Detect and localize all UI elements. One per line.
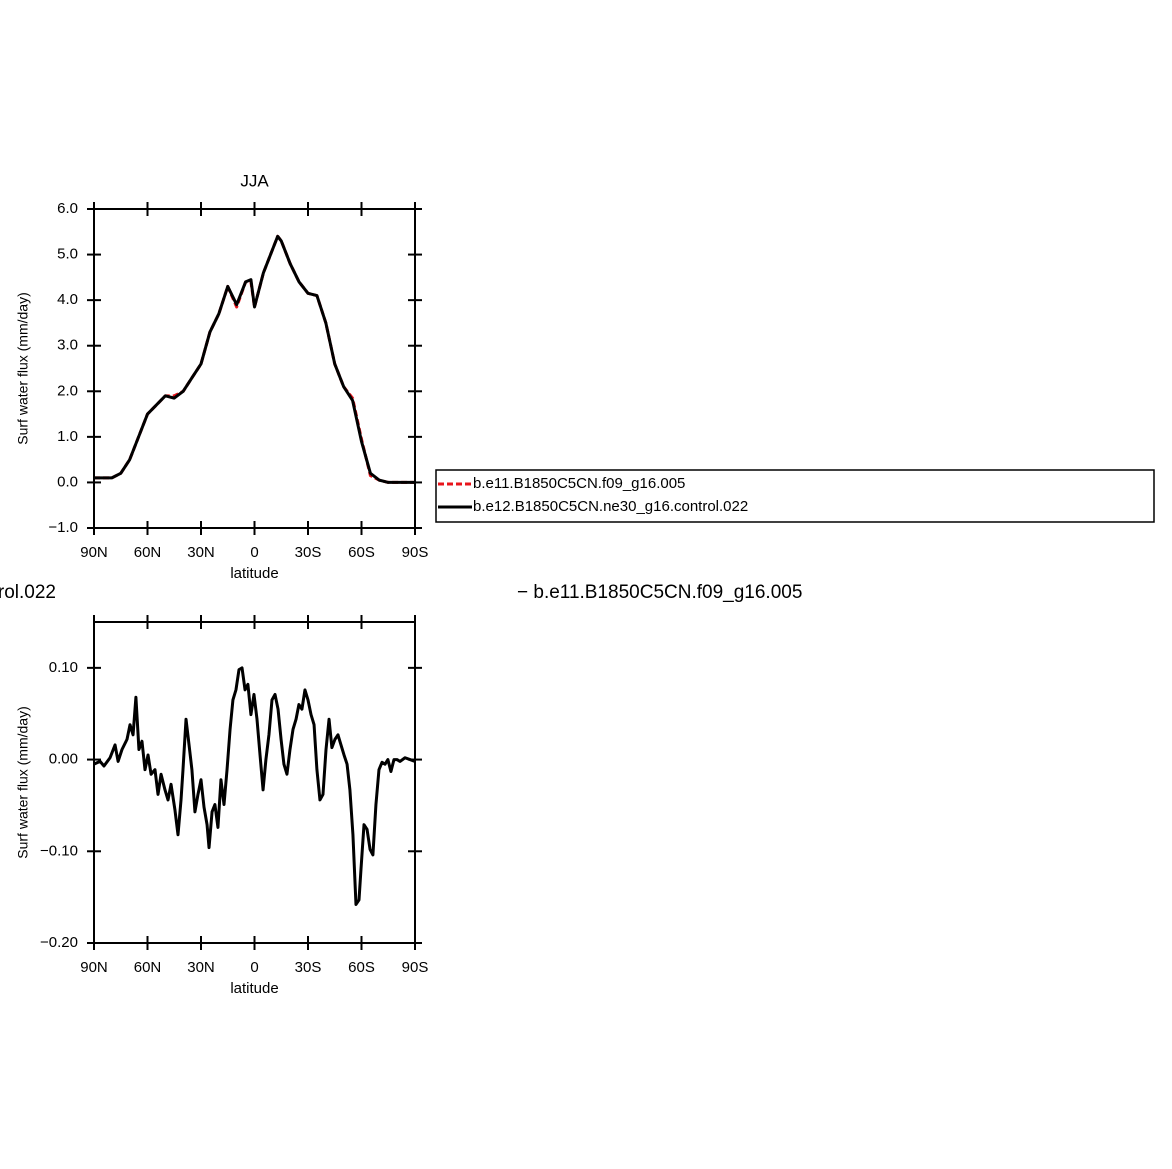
chart-title: b.e12.B1850C5CN.ne30_g16.control.022 — [0, 582, 56, 603]
y-tick-label: 2.0 — [57, 382, 78, 399]
y-axis-label: Surf water flux (mm/day) — [15, 706, 31, 858]
y-tick-label: −0.10 — [40, 842, 78, 859]
x-tick-label: 60N — [134, 959, 162, 976]
y-axis-label: Surf water flux (mm/day) — [15, 292, 31, 444]
y-tick-label: −1.0 — [48, 519, 78, 536]
y-tick-label: 3.0 — [57, 337, 78, 354]
x-tick-label: 60N — [134, 544, 162, 561]
y-tick-label: 6.0 — [57, 200, 78, 217]
x-tick-label: 90N — [80, 544, 108, 561]
y-tick-label: 0.10 — [49, 659, 78, 676]
x-tick-label: 90S — [402, 959, 429, 976]
y-tick-label: 4.0 — [57, 291, 78, 308]
plot-frame — [93, 208, 416, 529]
x-tick-label: 60S — [348, 544, 375, 561]
y-tick-label: 5.0 — [57, 246, 78, 263]
y-tick-label: −0.20 — [40, 934, 78, 951]
legend-label: b.e11.B1850C5CN.f09_g16.005 — [473, 475, 685, 492]
legend-box — [435, 469, 1155, 523]
x-tick-label: 0 — [250, 544, 258, 561]
data-line — [94, 234, 415, 484]
x-axis-label: latitude — [230, 980, 278, 997]
x-axis-label: latitude — [230, 565, 278, 582]
y-tick-label: 1.0 — [57, 428, 78, 445]
x-tick-label: 60S — [348, 959, 375, 976]
x-tick-label: 90N — [80, 959, 108, 976]
chart-title: − b.e11.B1850C5CN.f09_g16.005 — [517, 582, 802, 603]
x-tick-label: 30N — [187, 544, 215, 561]
legend-label: b.e12.B1850C5CN.ne30_g16.control.022 — [473, 498, 748, 515]
data-line — [94, 234, 415, 484]
data-line — [93, 666, 416, 906]
x-tick-label: 30S — [295, 959, 322, 976]
plot-frame — [93, 621, 416, 944]
y-tick-label: 0.0 — [57, 473, 78, 490]
chart-title: JJA — [240, 171, 269, 190]
x-tick-label: 30N — [187, 959, 215, 976]
x-tick-label: 30S — [295, 544, 322, 561]
x-tick-label: 90S — [402, 544, 429, 561]
x-tick-label: 0 — [250, 959, 258, 976]
y-tick-label: 0.00 — [49, 751, 78, 768]
